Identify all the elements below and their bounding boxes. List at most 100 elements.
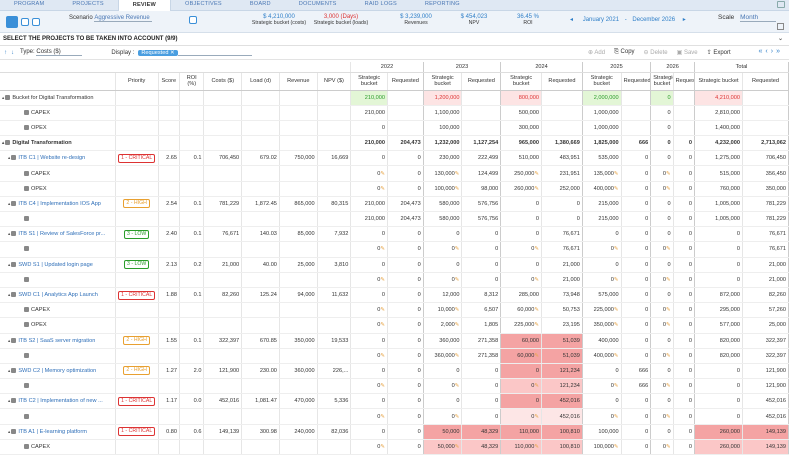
edit-pencil-icon[interactable]: ✎ [613,185,619,192]
strategic-bucket-cell[interactable]: 260,000 [694,439,743,456]
edit-pencil-icon[interactable]: ✎ [380,322,386,329]
project-link[interactable]: ITB C4 | Implementation IOS App [18,200,101,207]
strategic-bucket-cell[interactable]: 1,825,000 [582,135,622,152]
project-link[interactable]: SWD C2 | Memory optimization [18,367,97,374]
collapse-icon[interactable]: ▴ [8,231,11,237]
settings-icon[interactable] [32,17,40,26]
edit-pencil-icon[interactable]: ✎ [534,322,540,329]
tab-objectives[interactable]: OBJECTIVES [185,1,222,7]
strategic-bucket-cell[interactable]: 0✎ [582,408,622,425]
strategic-bucket-cell[interactable]: 2,810,000 [694,105,743,121]
strategic-bucket-cell[interactable]: 0✎ [500,378,543,395]
edit-pencil-icon[interactable]: ✎ [665,246,671,253]
strategic-bucket-cell[interactable]: 820,000 [694,348,743,364]
strategic-bucket-cell[interactable]: 580,000 [423,211,463,228]
table-row[interactable]: 0✎ 0 360,000✎ 271,358 60,000✎ 51,039 400,000✎ 0… [0,348,789,364]
edit-pencil-icon[interactable]: ✎ [454,352,460,359]
edit-pencil-icon[interactable]: ✎ [665,352,671,359]
edit-pencil-icon[interactable]: ✎ [380,383,386,390]
sort-up-icon[interactable]: ↑ [4,49,7,56]
tab-projects[interactable]: PROJECTS [72,1,104,7]
edit-pencil-icon[interactable]: ✎ [613,170,619,177]
strategic-bucket-cell[interactable]: 0✎ [650,241,674,258]
table-row[interactable]: ▴ SWD S1 | Updated login page 3 - LOW 2.13 0… [0,257,789,273]
strategic-bucket-cell[interactable]: 515,000 [694,165,743,182]
strategic-bucket-cell[interactable]: 760,000 [694,181,743,197]
strategic-bucket-cell[interactable]: 0✎ [582,378,622,395]
table-row[interactable]: ▴ ITB A1 | E-learning platform 1 - CRITICA… [0,424,789,440]
strategic-bucket-cell[interactable]: 0 [350,333,389,349]
strategic-bucket-cell[interactable]: 0 [694,257,743,273]
edit-pencil-icon[interactable]: ✎ [534,185,540,192]
strategic-bucket-cell[interactable]: 0 [650,105,674,121]
project-link[interactable]: ITB S2 | SaaS server migration [18,337,96,344]
strategic-bucket-cell[interactable]: 0 [694,408,743,425]
table-row[interactable]: ▴ ITB S2 | SaaS server migration 2 - HIGH 1… [0,333,789,349]
tab-program[interactable]: PROGRAM [14,1,45,7]
strategic-bucket-cell[interactable]: 0 [650,150,674,167]
strategic-bucket-cell[interactable]: 0 [350,393,389,410]
strategic-bucket-cell[interactable]: 225,000✎ [500,317,543,334]
strategic-bucket-cell[interactable]: 0✎ [650,408,674,425]
collapse-icon[interactable]: ▴ [2,140,5,146]
strategic-bucket-cell[interactable]: 0 [423,226,463,243]
strategic-bucket-cell[interactable]: 400,000✎ [582,348,622,364]
strategic-bucket-cell[interactable]: 0✎ [650,348,674,364]
strategic-bucket-cell[interactable]: 0 [582,257,622,273]
scale-selector[interactable]: Scale Month [718,14,777,22]
edit-pencil-icon[interactable]: ✎ [454,276,460,283]
table-row[interactable]: ▴ SWD C1 | Analytics App Launch 1 - CRITIC… [0,287,789,304]
collapse-icon[interactable]: ▴ [8,428,11,434]
edit-pencil-icon[interactable]: ✎ [380,307,386,314]
strategic-bucket-cell[interactable]: 0 [350,363,389,380]
strategic-bucket-cell[interactable]: 0 [694,241,743,258]
edit-pencil-icon[interactable]: ✎ [665,276,671,283]
display-chip-requested[interactable]: Requested ✕ [138,49,178,56]
date-from[interactable]: January 2021 [582,17,620,23]
strategic-bucket-cell[interactable]: 0 [350,287,389,304]
edit-pencil-icon[interactable]: ✎ [534,170,540,177]
strategic-bucket-cell[interactable]: 0 [423,363,463,380]
save-button[interactable]: ▣ Save [676,50,698,56]
edit-pencil-icon[interactable]: ✎ [665,443,671,450]
project-link[interactable]: ITB S1 | Review of SalesForce pr... [18,231,106,238]
strategic-bucket-cell[interactable]: 100,000✎ [423,181,463,197]
strategic-bucket-cell[interactable]: 360,000 [423,333,463,349]
edit-pencil-icon[interactable]: ✎ [454,246,460,253]
strategic-bucket-cell[interactable]: 1,275,000 [694,150,743,167]
expand-icon[interactable] [777,23,784,30]
strategic-bucket-cell[interactable]: 577,000 [694,317,743,334]
strategic-bucket-cell[interactable]: 1,005,000 [694,211,743,228]
strategic-bucket-cell[interactable]: 2,000✎ [423,317,463,334]
edit-pencil-icon[interactable]: ✎ [665,322,671,329]
strategic-bucket-cell[interactable]: 215,000 [582,211,622,228]
strategic-bucket-cell[interactable]: 0✎ [500,272,543,288]
strategic-bucket-cell[interactable]: 0✎ [350,241,389,258]
prev-arrow-icon[interactable]: ◂ [570,17,574,23]
add-button[interactable]: ⊕ Add [588,50,606,56]
strategic-bucket-cell[interactable]: 210,000 [350,105,389,121]
table-row[interactable]: CAPEX 0✎ 0 50,000✎ 48,329 110,000✎ 100,810 100,… [0,439,789,456]
strategic-bucket-cell[interactable]: 0 [694,378,743,395]
strategic-bucket-cell[interactable]: 0✎ [582,241,622,258]
collapse-icon[interactable]: ▴ [8,155,11,161]
strategic-bucket-cell[interactable]: 0✎ [650,165,674,182]
strategic-bucket-cell[interactable]: 1,200,000 [423,90,463,106]
strategic-bucket-cell[interactable]: 210,000 [350,211,389,228]
strategic-bucket-cell[interactable]: 0 [650,226,674,243]
next-arrow-icon[interactable]: ▸ [682,17,686,23]
strategic-bucket-cell[interactable]: 1,232,000 [423,135,463,152]
strategic-bucket-cell[interactable]: 0 [582,226,622,243]
table-row[interactable]: OPEX 0✎ 0 100,000✎ 98,000 260,000✎ 252,000 400,… [0,181,789,197]
chat-icon[interactable] [777,1,785,8]
strategic-bucket-cell[interactable]: 100,000✎ [582,439,622,456]
table-row[interactable]: ▴ ITB C4 | Implementation IOS App 2 - HIGH… [0,196,789,213]
col-npv[interactable]: NPV ($) [317,72,352,91]
edit-pencil-icon[interactable]: ✎ [454,307,460,314]
strategic-bucket-cell[interactable]: 400,000 [582,333,622,349]
collapse-icon[interactable]: ▴ [8,367,11,373]
tab-review[interactable]: REVIEW [117,0,172,11]
scenario-selector[interactable]: Scenario Aggressive Revenue [69,15,153,22]
last-page-icon[interactable]: » [776,48,783,55]
table-row[interactable]: ▴ ITB C1 | Website re-design 1 - CRITICAL 2… [0,150,789,167]
